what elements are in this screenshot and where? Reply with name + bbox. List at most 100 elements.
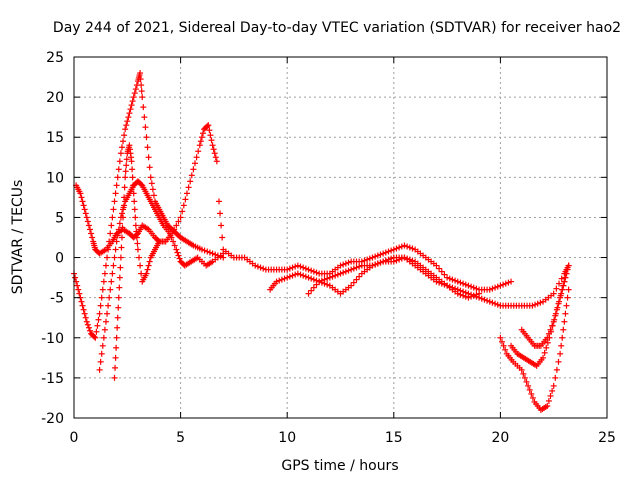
data-point — [188, 172, 195, 179]
data-point — [486, 286, 493, 293]
data-point — [104, 310, 111, 317]
data-point — [173, 246, 180, 253]
data-point — [528, 390, 535, 397]
data-point — [345, 267, 352, 274]
data-point — [380, 250, 387, 257]
data-point — [324, 281, 331, 288]
data-point — [518, 366, 525, 373]
data-point — [131, 198, 138, 205]
data-point — [120, 214, 127, 221]
data-point — [105, 302, 112, 309]
data-point — [310, 284, 317, 291]
data-point — [544, 339, 551, 346]
data-point — [558, 290, 565, 297]
data-point — [138, 82, 145, 89]
data-point — [113, 344, 120, 351]
data-point — [148, 180, 155, 187]
data-point — [97, 358, 104, 365]
data-point — [342, 268, 349, 275]
data-point — [478, 295, 485, 302]
data-point — [353, 276, 360, 283]
data-point — [170, 238, 177, 245]
data-point — [276, 277, 283, 284]
data-point — [171, 242, 178, 249]
data-point — [377, 251, 384, 258]
data-point — [116, 158, 123, 165]
data-point — [377, 259, 384, 266]
data-point — [112, 354, 119, 361]
data-point — [286, 273, 293, 280]
data-point — [492, 300, 499, 307]
data-point — [385, 248, 392, 255]
data-point — [563, 270, 570, 277]
data-point — [281, 275, 288, 282]
data-point — [553, 306, 560, 313]
data-point — [308, 287, 315, 294]
data-point — [219, 234, 226, 241]
data-point — [111, 198, 118, 205]
y-tick-labels: -20 -15 -10 -5 0 5 10 15 20 25 — [41, 50, 64, 427]
data-point — [115, 226, 122, 233]
data-point — [372, 253, 379, 260]
data-point — [557, 294, 564, 301]
data-point — [123, 156, 130, 163]
x-tick-label: 5 — [176, 430, 185, 446]
data-point — [94, 322, 101, 329]
data-point — [117, 254, 124, 261]
data-point — [260, 265, 267, 272]
data-point — [559, 286, 566, 293]
data-point — [398, 243, 405, 250]
data-point — [177, 214, 184, 221]
data-point — [324, 275, 331, 282]
data-point — [284, 274, 291, 281]
data-point — [93, 328, 100, 335]
data-point — [557, 350, 564, 357]
data-point — [209, 250, 216, 257]
data-point — [300, 264, 307, 271]
data-point — [108, 278, 115, 285]
data-point — [550, 382, 557, 389]
data-point — [132, 214, 139, 221]
data-point — [187, 178, 194, 185]
data-point — [385, 256, 392, 263]
x-tick-labels: 0 5 10 15 20 25 — [70, 430, 616, 446]
data-point — [549, 387, 556, 394]
data-point — [508, 278, 515, 285]
data-point — [526, 386, 533, 393]
data-point — [118, 210, 125, 217]
data-point — [550, 318, 557, 325]
data-point — [91, 333, 98, 340]
data-point — [123, 162, 130, 169]
data-point — [144, 144, 151, 151]
data-point — [114, 324, 121, 331]
data-point — [300, 272, 307, 279]
data-point — [486, 298, 493, 305]
data-point — [560, 282, 567, 289]
data-point — [332, 272, 339, 279]
y-tick-label: 20 — [46, 90, 64, 106]
data-point — [218, 222, 225, 229]
data-point — [180, 202, 187, 209]
data-point — [168, 234, 175, 241]
data-point — [489, 285, 496, 292]
data-point — [124, 118, 131, 125]
data-point — [348, 266, 355, 273]
y-tick-label: 10 — [46, 170, 64, 186]
series-arc-5 — [215, 198, 515, 293]
series-arc-1 — [71, 70, 227, 341]
data-point — [86, 226, 93, 233]
data-point — [550, 290, 557, 297]
data-point — [545, 397, 552, 404]
data-point — [316, 278, 323, 285]
data-point — [142, 124, 149, 131]
data-point — [129, 98, 136, 105]
data-point — [537, 299, 544, 306]
series-arc-6 — [267, 254, 572, 309]
data-point — [78, 298, 85, 305]
data-point — [313, 281, 320, 288]
data-point — [433, 262, 440, 269]
data-point — [473, 285, 480, 292]
data-point — [114, 174, 121, 181]
data-point — [492, 284, 499, 291]
data-point — [113, 238, 120, 245]
